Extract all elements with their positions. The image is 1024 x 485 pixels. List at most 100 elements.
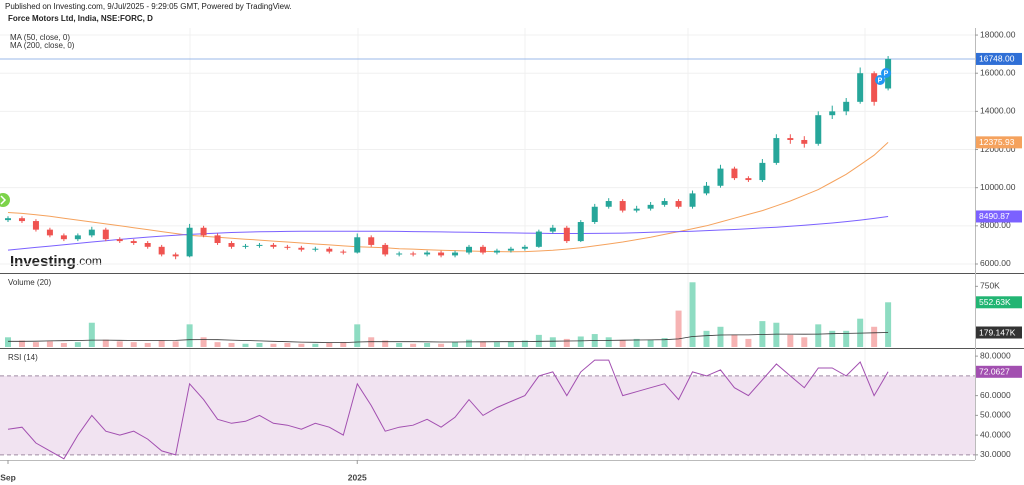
candle-body: [102, 229, 109, 240]
volume-bar: [647, 339, 654, 347]
volume-bar: [452, 342, 459, 347]
volume-bar: [256, 342, 263, 347]
candle-body: [256, 244, 263, 246]
moving-average: [7, 142, 889, 253]
volume-bar: [396, 342, 403, 347]
candle-body: [270, 244, 277, 247]
candle-body: [60, 235, 67, 240]
volume-bar: [18, 340, 25, 347]
volume-bar: [5, 337, 11, 347]
volume-bar: [186, 324, 193, 347]
volume-bar: [675, 310, 682, 347]
volume-bar: [717, 326, 724, 347]
volume-bar: [493, 342, 500, 347]
candle-body: [703, 185, 710, 194]
candle-body: [5, 218, 11, 221]
volume-bar: [46, 341, 53, 347]
y-tick-label: 12000.00: [980, 144, 1016, 154]
price-tag: [976, 365, 1022, 378]
y-tick-label: 8000.00: [980, 220, 1011, 230]
y-tick-label: 40.0000: [980, 429, 1011, 439]
y-tick-label: 14000.00: [980, 106, 1016, 116]
candle-body: [773, 138, 780, 163]
candle-body: [298, 247, 305, 250]
event-marker[interactable]: [875, 75, 885, 85]
price-tag-label: 552.63K: [979, 297, 1011, 307]
candle-body: [88, 229, 95, 236]
volume-bar: [312, 343, 319, 347]
candle-body: [787, 138, 794, 140]
y-tick-label: 30.0000: [980, 449, 1011, 459]
volume-bar: [563, 338, 570, 347]
candle-body: [507, 248, 514, 251]
volume-bar: [158, 340, 165, 347]
candle-body: [689, 193, 696, 207]
volume-bar: [60, 342, 67, 347]
panel-title: RSI (14): [8, 353, 38, 362]
volume-bar: [759, 321, 766, 347]
volume-bar: [340, 342, 347, 347]
volume-bar: [354, 324, 361, 347]
candle-body: [633, 208, 640, 211]
price-tag: [976, 136, 1022, 149]
candle-body: [130, 241, 137, 244]
y-tick-label: 80.0000: [980, 350, 1011, 360]
candle-body: [18, 218, 25, 222]
volume-bar: [200, 337, 207, 347]
candle-body: [675, 201, 682, 207]
candle-body: [242, 245, 249, 247]
candle-body: [74, 235, 81, 240]
volume-bar: [284, 342, 291, 347]
volume-bar: [871, 326, 878, 347]
x-tick-label: 2025: [348, 472, 367, 482]
volume-bar: [424, 342, 431, 347]
candle-body: [549, 227, 556, 232]
candle-body: [605, 201, 612, 207]
candle-body: [843, 101, 850, 112]
candle-body: [731, 168, 738, 179]
candle-body: [591, 206, 598, 223]
volume-bar: [815, 324, 822, 347]
volume-bar: [521, 340, 528, 347]
candle-body: [312, 248, 319, 250]
price-tag: [976, 296, 1022, 309]
volume-bar: [172, 341, 179, 347]
volume-bar: [130, 342, 137, 347]
candle-body: [521, 246, 528, 249]
y-tick-label: 6000.00: [980, 258, 1011, 268]
volume-bar: [745, 338, 752, 347]
candle-body: [228, 243, 235, 247]
candle-body: [382, 244, 389, 255]
candle-body: [647, 204, 654, 209]
event-marker[interactable]: [881, 68, 891, 78]
volume-bar: [577, 336, 584, 347]
candle-body: [158, 246, 165, 255]
volume-bar: [242, 343, 249, 347]
candle-body: [619, 201, 626, 211]
volume-bar: [549, 337, 556, 347]
symbol-title: Force Motors Ltd, India, NSE:FORC, D: [8, 14, 153, 23]
volume-bar: [731, 334, 738, 347]
volume-bar: [466, 339, 473, 347]
volume-bar: [116, 341, 123, 347]
candle-body: [396, 253, 403, 255]
y-tick-label: 16000.00: [980, 67, 1016, 77]
candle-body: [214, 235, 221, 244]
candle-body: [871, 73, 878, 102]
x-tick-label: Sep: [0, 472, 16, 482]
candle-body: [438, 252, 445, 256]
price-tag: [976, 52, 1022, 65]
volume-bar: [214, 342, 221, 347]
volume-bar: [32, 342, 39, 347]
event-marker-label: P: [884, 70, 889, 77]
volume-bar: [619, 340, 626, 347]
volume-bar: [144, 342, 151, 347]
watermark: Investing.com: [10, 253, 102, 270]
rsi-band: [0, 375, 975, 455]
moving-average: [7, 216, 889, 251]
candle-body: [326, 248, 333, 252]
candle-body: [144, 243, 151, 247]
candle-body: [284, 246, 291, 248]
volume-bar: [410, 343, 417, 347]
candle-body: [857, 73, 864, 102]
